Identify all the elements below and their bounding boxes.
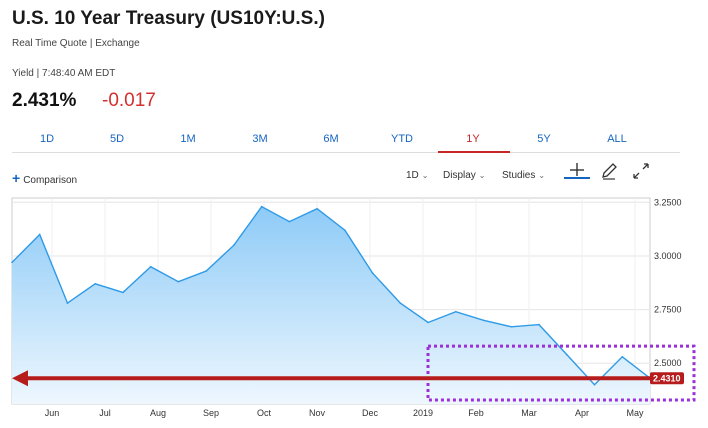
data-point bbox=[593, 383, 596, 386]
last-price-tag: 2.4310 bbox=[650, 372, 684, 385]
data-point bbox=[11, 261, 13, 264]
x-tick-label: Jul bbox=[99, 408, 111, 418]
tab-all[interactable]: ALL bbox=[607, 133, 627, 145]
yield-change: -0.017 bbox=[102, 90, 156, 111]
display-dropdown[interactable]: Display ⌄ bbox=[443, 170, 486, 181]
chevron-down-icon: ⌄ bbox=[421, 171, 429, 180]
yield-timestamp: Yield | 7:48:40 AM EDT bbox=[12, 68, 116, 79]
chevron-down-icon: ⌄ bbox=[538, 171, 546, 180]
comparison-button[interactable]: + Comparison bbox=[12, 170, 77, 186]
data-point bbox=[38, 233, 41, 236]
tab-5d[interactable]: 5D bbox=[109, 133, 125, 145]
tab-3m[interactable]: 3M bbox=[252, 133, 268, 145]
page-title: U.S. 10 Year Treasury (US10Y:U.S.) bbox=[12, 8, 325, 29]
data-point bbox=[316, 207, 318, 210]
y-tick-label: 3.2500 bbox=[654, 197, 682, 207]
data-point bbox=[288, 220, 291, 223]
yield-chart[interactable]: 3.2500 3.0000 2.7500 2.5000 Jun Jul Aug Sep Oct… bbox=[0, 190, 708, 428]
active-tool-indicator bbox=[564, 177, 590, 179]
y-tick-label: 3.0000 bbox=[654, 251, 682, 261]
last-price-label: 2.4310 bbox=[653, 373, 681, 383]
x-tick-label: 2019 bbox=[413, 408, 433, 418]
data-point bbox=[260, 205, 263, 208]
highlight-box bbox=[426, 344, 696, 402]
yield-line-series bbox=[11, 205, 651, 386]
interval-label: 1D bbox=[406, 170, 419, 181]
data-point bbox=[510, 325, 513, 328]
quote-source: Real Time Quote | Exchange bbox=[12, 38, 140, 49]
price-arrow bbox=[12, 370, 650, 387]
x-tick-label: Dec bbox=[362, 408, 379, 418]
tabs-divider bbox=[12, 152, 680, 153]
expand-icon[interactable] bbox=[630, 160, 652, 182]
x-tick-label: Nov bbox=[309, 408, 326, 418]
data-point bbox=[233, 244, 235, 247]
active-tab-indicator bbox=[438, 151, 510, 153]
data-point bbox=[621, 355, 624, 358]
data-point bbox=[149, 265, 152, 268]
arrow-head bbox=[12, 370, 28, 387]
data-point bbox=[66, 302, 69, 304]
yield-price: 2.431% bbox=[12, 90, 77, 111]
studies-label: Studies bbox=[502, 170, 536, 181]
data-point bbox=[122, 291, 124, 294]
y-tick-label: 2.5000 bbox=[654, 358, 682, 368]
data-point bbox=[565, 353, 568, 356]
x-tick-label: Aug bbox=[150, 408, 166, 418]
x-tick-label: May bbox=[626, 408, 644, 418]
studies-dropdown[interactable]: Studies ⌄ bbox=[502, 170, 545, 181]
tab-ytd[interactable]: YTD bbox=[391, 133, 413, 145]
comparison-label: Comparison bbox=[23, 175, 78, 186]
data-point bbox=[371, 272, 374, 274]
pencil-icon[interactable] bbox=[598, 160, 620, 182]
crosshair-icon[interactable] bbox=[566, 160, 588, 182]
tab-1d[interactable]: 1D bbox=[39, 133, 55, 145]
x-tick-label: Oct bbox=[257, 408, 272, 418]
tab-1m[interactable]: 1M bbox=[180, 133, 196, 145]
interval-dropdown[interactable]: 1D ⌄ bbox=[406, 170, 429, 181]
data-point bbox=[482, 319, 485, 322]
data-point bbox=[344, 229, 346, 231]
plus-icon: + bbox=[12, 170, 21, 186]
data-point bbox=[177, 280, 180, 283]
x-tick-label: Mar bbox=[521, 408, 537, 418]
x-tick-label: Feb bbox=[468, 408, 484, 418]
chevron-down-icon: ⌄ bbox=[478, 171, 486, 180]
x-tick-label: Jun bbox=[45, 408, 60, 418]
tab-1y[interactable]: 1Y bbox=[466, 133, 480, 145]
data-point bbox=[538, 323, 540, 326]
data-point bbox=[205, 270, 207, 272]
y-tick-label: 2.7500 bbox=[654, 305, 682, 315]
data-point bbox=[399, 302, 402, 304]
data-point bbox=[427, 321, 429, 324]
yield-area bbox=[12, 206, 650, 404]
data-point bbox=[455, 310, 457, 313]
display-label: Display bbox=[443, 170, 476, 181]
tab-5y[interactable]: 5Y bbox=[537, 133, 551, 145]
timeframe-tabs: 1D 5D 1M 3M 6M YTD 1Y 5Y ALL bbox=[0, 133, 680, 151]
x-tick-label: Apr bbox=[575, 408, 589, 418]
x-tick-label: Sep bbox=[203, 408, 219, 418]
tab-6m[interactable]: 6M bbox=[323, 133, 339, 145]
data-point bbox=[94, 283, 97, 285]
